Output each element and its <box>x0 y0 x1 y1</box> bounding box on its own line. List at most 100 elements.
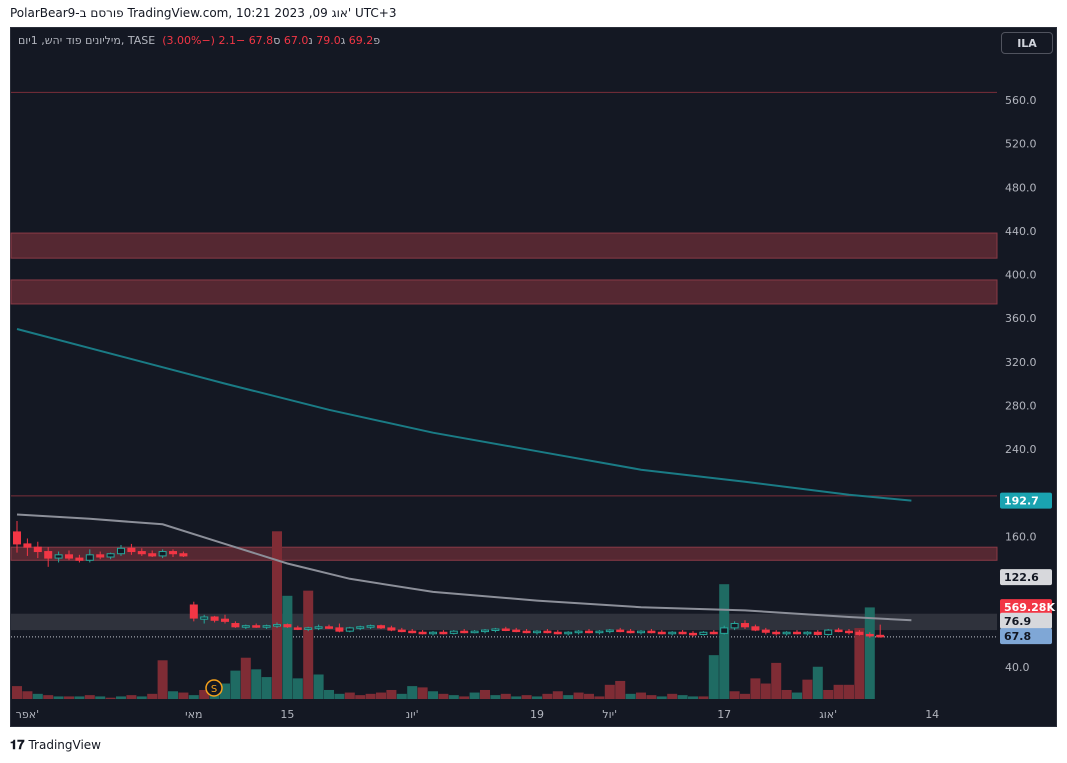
candle-body-9 <box>106 553 115 558</box>
volume-bar-60 <box>636 692 646 699</box>
volume-bar-68 <box>719 584 730 699</box>
split-event-letter: S <box>211 684 217 695</box>
volume-bar-81 <box>854 628 865 699</box>
candle-body-77 <box>813 631 822 635</box>
volume-bar-82 <box>864 607 875 699</box>
volume-bar-39 <box>417 687 428 699</box>
candle-body-47 <box>501 628 510 631</box>
candle-body-3 <box>44 551 53 559</box>
y-tick-label-3: 440.0 <box>1005 225 1037 238</box>
candle-body-12 <box>137 551 146 555</box>
candle-body-52 <box>553 631 562 635</box>
volume-bar-57 <box>604 684 615 699</box>
candle-body-2 <box>33 546 42 553</box>
candle-body-58 <box>616 629 625 633</box>
volume-bar-6 <box>74 696 85 699</box>
volume-bar-51 <box>542 693 553 699</box>
candle-body-37 <box>397 629 406 633</box>
candle-body-70 <box>741 623 749 628</box>
candle-body-55 <box>585 630 593 634</box>
lines-layer <box>11 91 997 638</box>
candle-body-44 <box>470 630 479 634</box>
x-tick-label-0: אפר' <box>16 708 39 721</box>
resistance-zone-0 <box>10 232 998 259</box>
resistance-zone-2 <box>10 546 998 561</box>
candle-body-69 <box>730 623 739 629</box>
y-tick-label-7: 280.0 <box>1005 399 1037 412</box>
candle-body-23 <box>252 625 261 628</box>
symbol-button[interactable]: ILA <box>1001 32 1053 54</box>
moving-averages-layer <box>16 328 912 622</box>
volume-bar-21 <box>230 670 241 699</box>
candle-body-24 <box>262 625 271 628</box>
candle-body-74 <box>782 631 791 635</box>
candle-body-80 <box>845 630 853 634</box>
volume-bar-23 <box>251 669 262 699</box>
volume-bar-35 <box>376 692 386 699</box>
candle-body-4 <box>54 554 63 559</box>
ohlc-legend: מיליונים פוד יהש, 1יום, TASE פ69.2 ג79.0… <box>18 34 380 47</box>
volume-bar-13 <box>147 693 158 699</box>
candle-body-22 <box>241 625 250 628</box>
volume-bar-27 <box>292 678 303 699</box>
candle-body-50 <box>533 630 541 634</box>
volume-bar-2 <box>32 693 43 699</box>
volume-bar-30 <box>324 689 334 699</box>
volume-bar-18 <box>199 689 210 699</box>
candle-body-5 <box>65 554 73 559</box>
last-price-label-bg <box>1000 628 1052 645</box>
volume-bar-45 <box>480 689 490 699</box>
volume-bar-41 <box>438 693 449 699</box>
x-tick-label-4: 19 <box>530 708 544 721</box>
volume-bar-28 <box>303 590 314 699</box>
volume-bar-63 <box>667 693 678 699</box>
volume-bar-37 <box>396 693 407 699</box>
volume-bar-46 <box>490 695 501 699</box>
volume-bar-42 <box>448 695 459 699</box>
volume-bar-7 <box>84 695 95 699</box>
candle-body-11 <box>127 547 136 553</box>
volume-bar-64 <box>677 695 688 699</box>
volume-bar-33 <box>355 695 366 699</box>
volume-bar-79 <box>833 684 844 699</box>
footer-brand-text: TradingView <box>28 738 101 752</box>
volume-bar-14 <box>157 660 168 699</box>
candle-body-19 <box>210 616 219 621</box>
candle-body-82 <box>865 633 874 637</box>
candle-body-78 <box>824 629 833 635</box>
volume-bar-50 <box>532 696 542 699</box>
legend-change: −2.1 (−3.00%) <box>162 34 246 47</box>
volume-bar-44 <box>469 692 480 699</box>
tradingview-logo-icon: 𝟏𝟕 <box>10 738 25 753</box>
volume-bar-73 <box>771 662 782 699</box>
open-price-label: 76.9 <box>1004 615 1031 628</box>
legend-close: 67.8 <box>248 34 274 47</box>
zones-layer <box>10 232 998 631</box>
volume-price-label: 569.28K <box>1004 601 1055 614</box>
volume-bar-26 <box>282 595 293 699</box>
candle-body-10 <box>117 547 125 555</box>
candle-body-81 <box>855 631 864 635</box>
ma-long-price-label-bg <box>1000 492 1052 509</box>
x-tick-label-7: אוג' <box>819 708 837 721</box>
volume-bar-67 <box>708 655 719 699</box>
volume-bar-34 <box>365 693 376 699</box>
candle-body-45 <box>481 629 489 633</box>
y-tick-label-6: 320.0 <box>1005 356 1037 369</box>
x-tick-label-1: מאי <box>185 708 202 721</box>
volume-bar-58 <box>615 680 626 699</box>
resistance-zone-1 <box>10 279 998 305</box>
ma-short-price-label-bg <box>1000 569 1052 586</box>
legend-close-label: ס <box>273 34 281 47</box>
candle-body-60 <box>637 630 645 634</box>
y-tick-label-8: 240.0 <box>1005 443 1037 456</box>
candle-body-17 <box>189 604 198 619</box>
volume-bar-43 <box>459 696 470 699</box>
volume-bar-75 <box>792 692 802 699</box>
chart-frame[interactable] <box>10 27 1057 727</box>
volume-bar-54 <box>573 692 584 699</box>
volume-bar-4 <box>53 696 64 699</box>
candle-body-7 <box>85 554 94 561</box>
candle-body-34 <box>366 625 375 628</box>
